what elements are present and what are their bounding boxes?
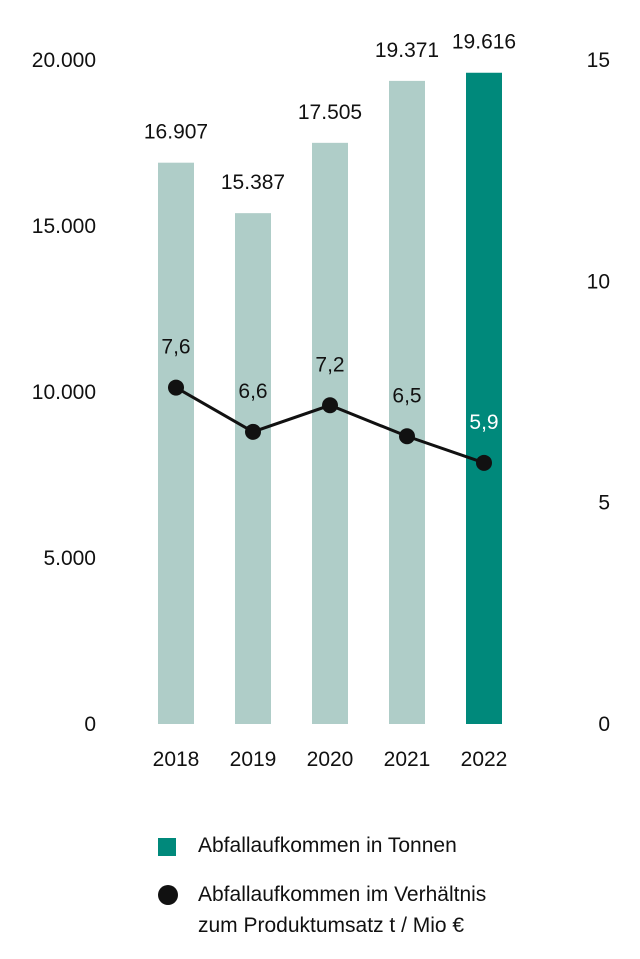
legend-item-line: Abfallaufkommen im Verhältnis zum Produk… [158, 879, 618, 941]
legend-line: Abfallaufkommen in Tonnen [198, 834, 457, 857]
right-axis-tick-label: 10 [587, 270, 610, 293]
bar-value-labels: 16.907 15.387 17.505 19.371 19.616 [144, 31, 516, 194]
left-axis-tick-label: 0 [84, 713, 96, 736]
line-value-label: 6,6 [238, 380, 267, 403]
line-value-labels: 7,6 6,6 7,2 6,5 5,9 [161, 336, 498, 434]
line-value-label: 6,5 [392, 384, 421, 407]
bar-2018 [158, 162, 194, 724]
bar-2020 [312, 142, 348, 725]
x-axis-label: 2021 [384, 748, 431, 771]
line-value-label: 7,2 [315, 353, 344, 376]
bar-value-label: 17.505 [298, 101, 362, 124]
bar-2019 [235, 213, 271, 724]
legend-line: Abfallaufkommen im Verhältnis [198, 883, 487, 906]
right-axis-tick-label: 15 [587, 49, 610, 72]
x-axis-label: 2019 [230, 748, 277, 771]
bar-value-label: 19.371 [375, 39, 439, 62]
x-axis-labels: 2018 2019 2020 2021 2022 [153, 748, 508, 771]
bar-value-label: 15.387 [221, 171, 285, 194]
line-point-2022 [476, 454, 492, 471]
line-points [168, 379, 492, 471]
line-point-2018 [168, 379, 184, 396]
right-axis-tick-label: 0 [598, 713, 610, 736]
bar-2022 [466, 72, 502, 725]
line-point-2020 [322, 397, 338, 414]
left-axis-tick-label: 20.000 [32, 49, 96, 72]
x-axis-label: 2020 [307, 748, 354, 771]
bar-series [158, 72, 502, 725]
legend-square-marker [158, 838, 176, 856]
left-axis-tick-label: 15.000 [32, 215, 96, 238]
line-value-label: 7,6 [161, 336, 190, 359]
legend: Abfallaufkommen in Tonnen Abfallaufkomme… [158, 830, 618, 959]
line-point-2021 [399, 428, 415, 445]
legend-label-bars: Abfallaufkommen in Tonnen [198, 830, 457, 861]
legend-line: zum Produktumsatz t / Mio € [198, 914, 465, 937]
bar-value-label: 16.907 [144, 121, 208, 144]
legend-dot-marker [158, 885, 178, 905]
left-axis-tick-label: 10.000 [32, 381, 96, 404]
left-axis-ticks: 0 5.000 10.000 15.000 20.000 [32, 49, 96, 736]
line-value-label: 5,9 [469, 411, 498, 434]
left-axis-tick-label: 5.000 [43, 547, 96, 570]
right-axis-ticks: 0 5 10 15 [587, 49, 610, 736]
legend-label-line: Abfallaufkommen im Verhältnis zum Produk… [198, 879, 486, 941]
bar-value-label: 19.616 [452, 31, 516, 54]
x-axis-label: 2022 [461, 748, 508, 771]
bar-2021 [389, 80, 425, 724]
legend-item-bars: Abfallaufkommen in Tonnen [158, 830, 618, 861]
line-point-2019 [245, 423, 261, 440]
x-axis-label: 2018 [153, 748, 200, 771]
right-axis-tick-label: 5 [598, 492, 610, 515]
